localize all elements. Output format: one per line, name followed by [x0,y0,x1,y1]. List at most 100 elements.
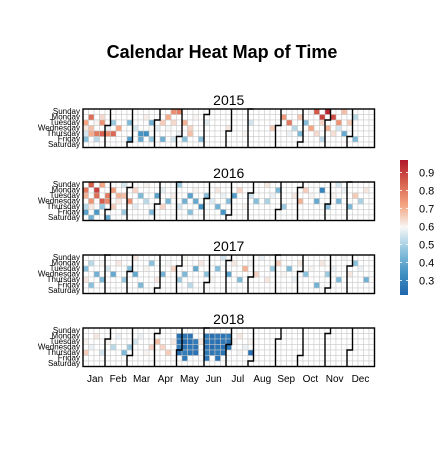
empty-day-cell [286,327,293,334]
empty-day-cell [308,254,315,261]
month-boundaries [82,254,376,295]
empty-day-cell [148,349,155,356]
empty-day-cell [313,187,320,194]
month-boundary [153,255,161,294]
day-cell [308,125,315,132]
empty-day-cell [93,214,100,221]
empty-day-cell [368,114,375,121]
empty-day-cell [93,114,100,121]
empty-day-cell [137,349,144,356]
day-cell [280,203,287,210]
empty-day-cell [121,327,128,334]
day-cell [209,344,216,351]
empty-day-cell [214,181,221,188]
day-label: Friday [58,281,80,290]
empty-day-cell [198,130,205,137]
empty-day-cell [275,254,282,261]
empty-day-cell [280,136,287,143]
empty-day-cell [280,276,287,283]
color-bar [400,160,408,295]
empty-day-cell [99,271,106,278]
empty-day-cell [209,125,216,132]
empty-day-cell [236,271,243,278]
empty-day-cell [330,108,337,115]
empty-day-cell [297,276,304,283]
empty-day-cell [137,344,144,351]
day-cell [297,260,304,267]
empty-day-cell [231,327,238,334]
empty-day-cell [82,282,89,289]
empty-day-cell [82,287,89,294]
day-label: Friday [58,208,80,217]
day-cell [181,344,188,351]
empty-day-cell [308,141,315,148]
empty-day-cell [258,271,265,278]
day-cell [93,192,100,199]
empty-day-cell [297,327,304,334]
empty-day-cell [93,265,100,272]
empty-day-cell [181,187,188,194]
empty-day-cell [297,265,304,272]
legend-tick-label: 0.6 [419,222,434,234]
empty-day-cell [247,181,254,188]
empty-day-cell [258,349,265,356]
empty-day-cell [286,114,293,121]
empty-day-cell [148,125,155,132]
empty-day-cell [154,254,161,261]
empty-day-cell [280,125,287,132]
empty-day-cell [187,108,194,115]
empty-day-cell [154,265,161,272]
empty-day-cell [286,108,293,115]
empty-day-cell [341,141,348,148]
empty-day-cell [363,125,370,132]
day-cell [335,125,342,132]
empty-day-cell [357,271,364,278]
day-cell [176,338,183,345]
empty-day-cell [308,198,315,205]
empty-day-cell [148,333,155,340]
empty-day-cell [143,355,150,362]
empty-day-cell [104,108,111,115]
empty-day-cell [324,114,331,121]
empty-day-cell [269,141,276,148]
empty-day-cell [363,181,370,188]
empty-day-cell [368,282,375,289]
day-cell [313,198,320,205]
day-cell [346,119,353,126]
empty-day-cell [176,287,183,294]
empty-day-cell [126,333,133,340]
empty-day-cell [192,209,199,216]
day-cell [176,344,183,351]
empty-day-cell [319,198,326,205]
month-boundary [324,255,332,294]
empty-day-cell [231,276,238,283]
month-label: Sep [277,374,295,385]
empty-day-cell [181,327,188,334]
day-cell [126,265,133,272]
empty-day-cell [198,119,205,126]
day-cell [115,125,122,132]
empty-day-cell [269,187,276,194]
day-cell [93,136,100,143]
empty-day-cell [247,125,254,132]
empty-day-cell [225,214,232,221]
empty-day-cell [82,181,89,188]
day-cell [214,355,221,362]
empty-day-cell [291,141,298,148]
empty-day-cell [275,287,282,294]
day-cell [187,209,194,216]
empty-day-cell [143,254,150,261]
month-boundary [247,328,255,367]
empty-day-cell [231,287,238,294]
day-cell [269,265,276,272]
empty-day-cell [242,287,249,294]
empty-day-cell [159,141,166,148]
empty-day-cell [214,114,221,121]
empty-day-cell [176,254,183,261]
day-cell [247,260,254,267]
empty-day-cell [269,108,276,115]
empty-day-cell [236,254,243,261]
empty-day-cell [220,260,227,267]
empty-day-cell [115,287,122,294]
empty-day-cell [253,344,260,351]
